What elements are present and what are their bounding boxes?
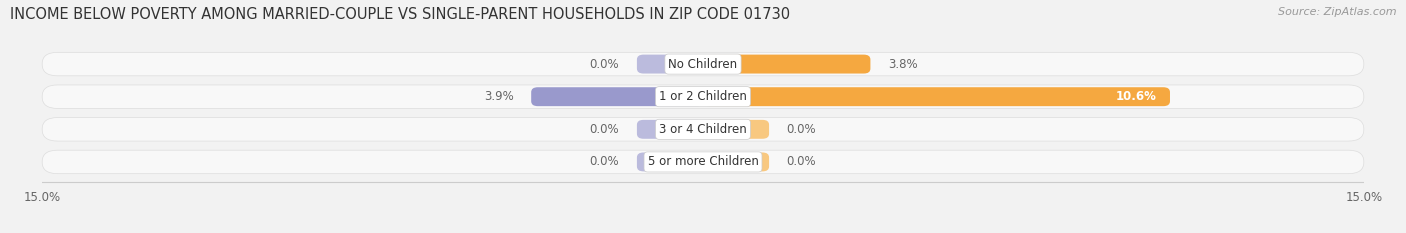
Text: 0.0%: 0.0%	[589, 123, 619, 136]
Text: 3.9%: 3.9%	[484, 90, 513, 103]
Text: 10.6%: 10.6%	[1116, 90, 1157, 103]
FancyBboxPatch shape	[703, 87, 1170, 106]
Text: 0.0%: 0.0%	[589, 58, 619, 71]
FancyBboxPatch shape	[703, 152, 769, 171]
FancyBboxPatch shape	[42, 118, 1364, 141]
Text: 5 or more Children: 5 or more Children	[648, 155, 758, 168]
FancyBboxPatch shape	[703, 55, 870, 74]
Text: No Children: No Children	[668, 58, 738, 71]
Text: INCOME BELOW POVERTY AMONG MARRIED-COUPLE VS SINGLE-PARENT HOUSEHOLDS IN ZIP COD: INCOME BELOW POVERTY AMONG MARRIED-COUPL…	[10, 7, 790, 22]
FancyBboxPatch shape	[637, 55, 703, 74]
Text: 3 or 4 Children: 3 or 4 Children	[659, 123, 747, 136]
FancyBboxPatch shape	[637, 152, 703, 171]
FancyBboxPatch shape	[42, 52, 1364, 76]
Text: 0.0%: 0.0%	[589, 155, 619, 168]
FancyBboxPatch shape	[703, 120, 769, 139]
Text: 0.0%: 0.0%	[787, 123, 817, 136]
FancyBboxPatch shape	[637, 120, 703, 139]
FancyBboxPatch shape	[531, 87, 703, 106]
Text: 1 or 2 Children: 1 or 2 Children	[659, 90, 747, 103]
FancyBboxPatch shape	[42, 150, 1364, 174]
Text: Source: ZipAtlas.com: Source: ZipAtlas.com	[1278, 7, 1396, 17]
FancyBboxPatch shape	[42, 85, 1364, 108]
Text: 3.8%: 3.8%	[889, 58, 918, 71]
Text: 0.0%: 0.0%	[787, 155, 817, 168]
